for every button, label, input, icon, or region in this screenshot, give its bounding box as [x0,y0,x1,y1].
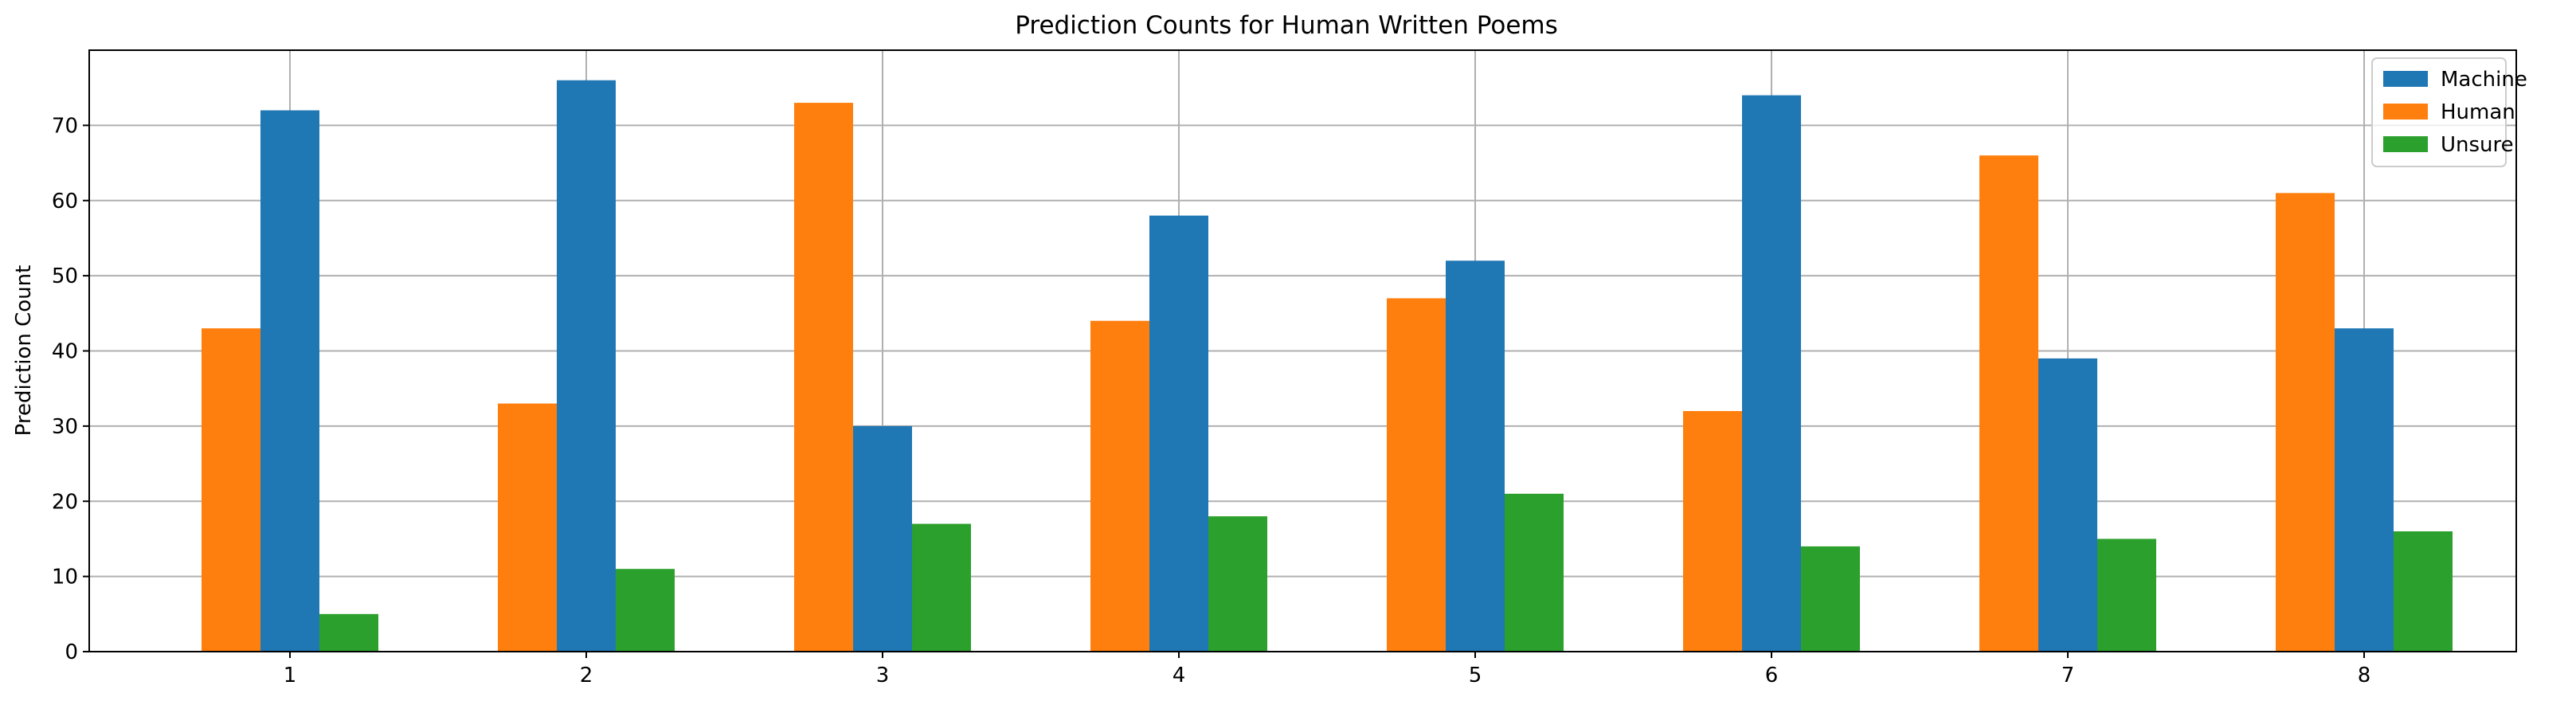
bar-machine-5 [1446,260,1505,652]
y-tick-label: 70 [52,114,78,138]
bar-machine-1 [260,110,319,652]
bar-machine-4 [1149,215,1208,652]
bar-human-1 [202,328,260,652]
y-tick-label: 10 [52,566,78,589]
legend-swatch-unsure [2383,136,2428,152]
bar-machine-8 [2335,328,2394,652]
y-tick-label: 50 [52,264,78,288]
bar-human-2 [498,403,557,652]
chart-title: Prediction Counts for Human Written Poem… [1015,11,1558,40]
x-tick-label: 3 [876,664,890,687]
bar-unsure-4 [1208,516,1267,652]
x-tick-label: 8 [2358,664,2371,687]
bar-machine-7 [2038,358,2097,652]
legend-label-unsure: Unsure [2441,133,2514,157]
bar-human-3 [794,103,853,652]
y-tick-label: 60 [52,190,78,213]
bar-human-6 [1683,411,1742,652]
x-tick-label: 4 [1173,664,1186,687]
y-tick-label: 40 [52,340,78,364]
bar-machine-2 [557,80,616,652]
legend-label-human: Human [2441,100,2515,124]
bar-machine-3 [853,425,912,652]
y-axis-ticks: 0 10 20 30 40 50 60 70 [52,114,89,664]
x-tick-label: 5 [1469,664,1482,687]
bar-human-8 [2276,193,2335,652]
legend-label-machine: Machine [2441,68,2527,92]
y-tick-label: 20 [52,490,78,514]
bar-unsure-5 [1505,493,1564,652]
y-axis-label: Prediction Count [12,265,36,437]
legend-swatch-human [2383,104,2428,119]
bar-unsure-3 [912,523,971,652]
x-axis-ticks: 1 2 3 4 5 6 7 8 [284,652,2371,687]
x-tick-label: 6 [1765,664,1779,687]
bar-unsure-2 [616,569,675,652]
x-tick-label: 2 [580,664,593,687]
bars [202,80,2453,652]
bar-unsure-8 [2394,531,2453,652]
x-tick-label: 7 [2061,664,2075,687]
y-tick-label: 30 [52,415,78,439]
legend: Machine Human Unsure [2371,57,2527,167]
y-tick-label: 0 [65,640,78,664]
bar-human-4 [1090,320,1149,652]
legend-swatch-machine [2383,71,2428,87]
bar-unsure-6 [1801,546,1860,652]
bar-machine-6 [1742,95,1801,652]
bar-unsure-7 [2097,539,2156,652]
bar-unsure-1 [319,613,378,652]
bar-human-7 [1979,155,2038,652]
x-tick-label: 1 [284,664,297,687]
bar-human-5 [1387,298,1446,652]
